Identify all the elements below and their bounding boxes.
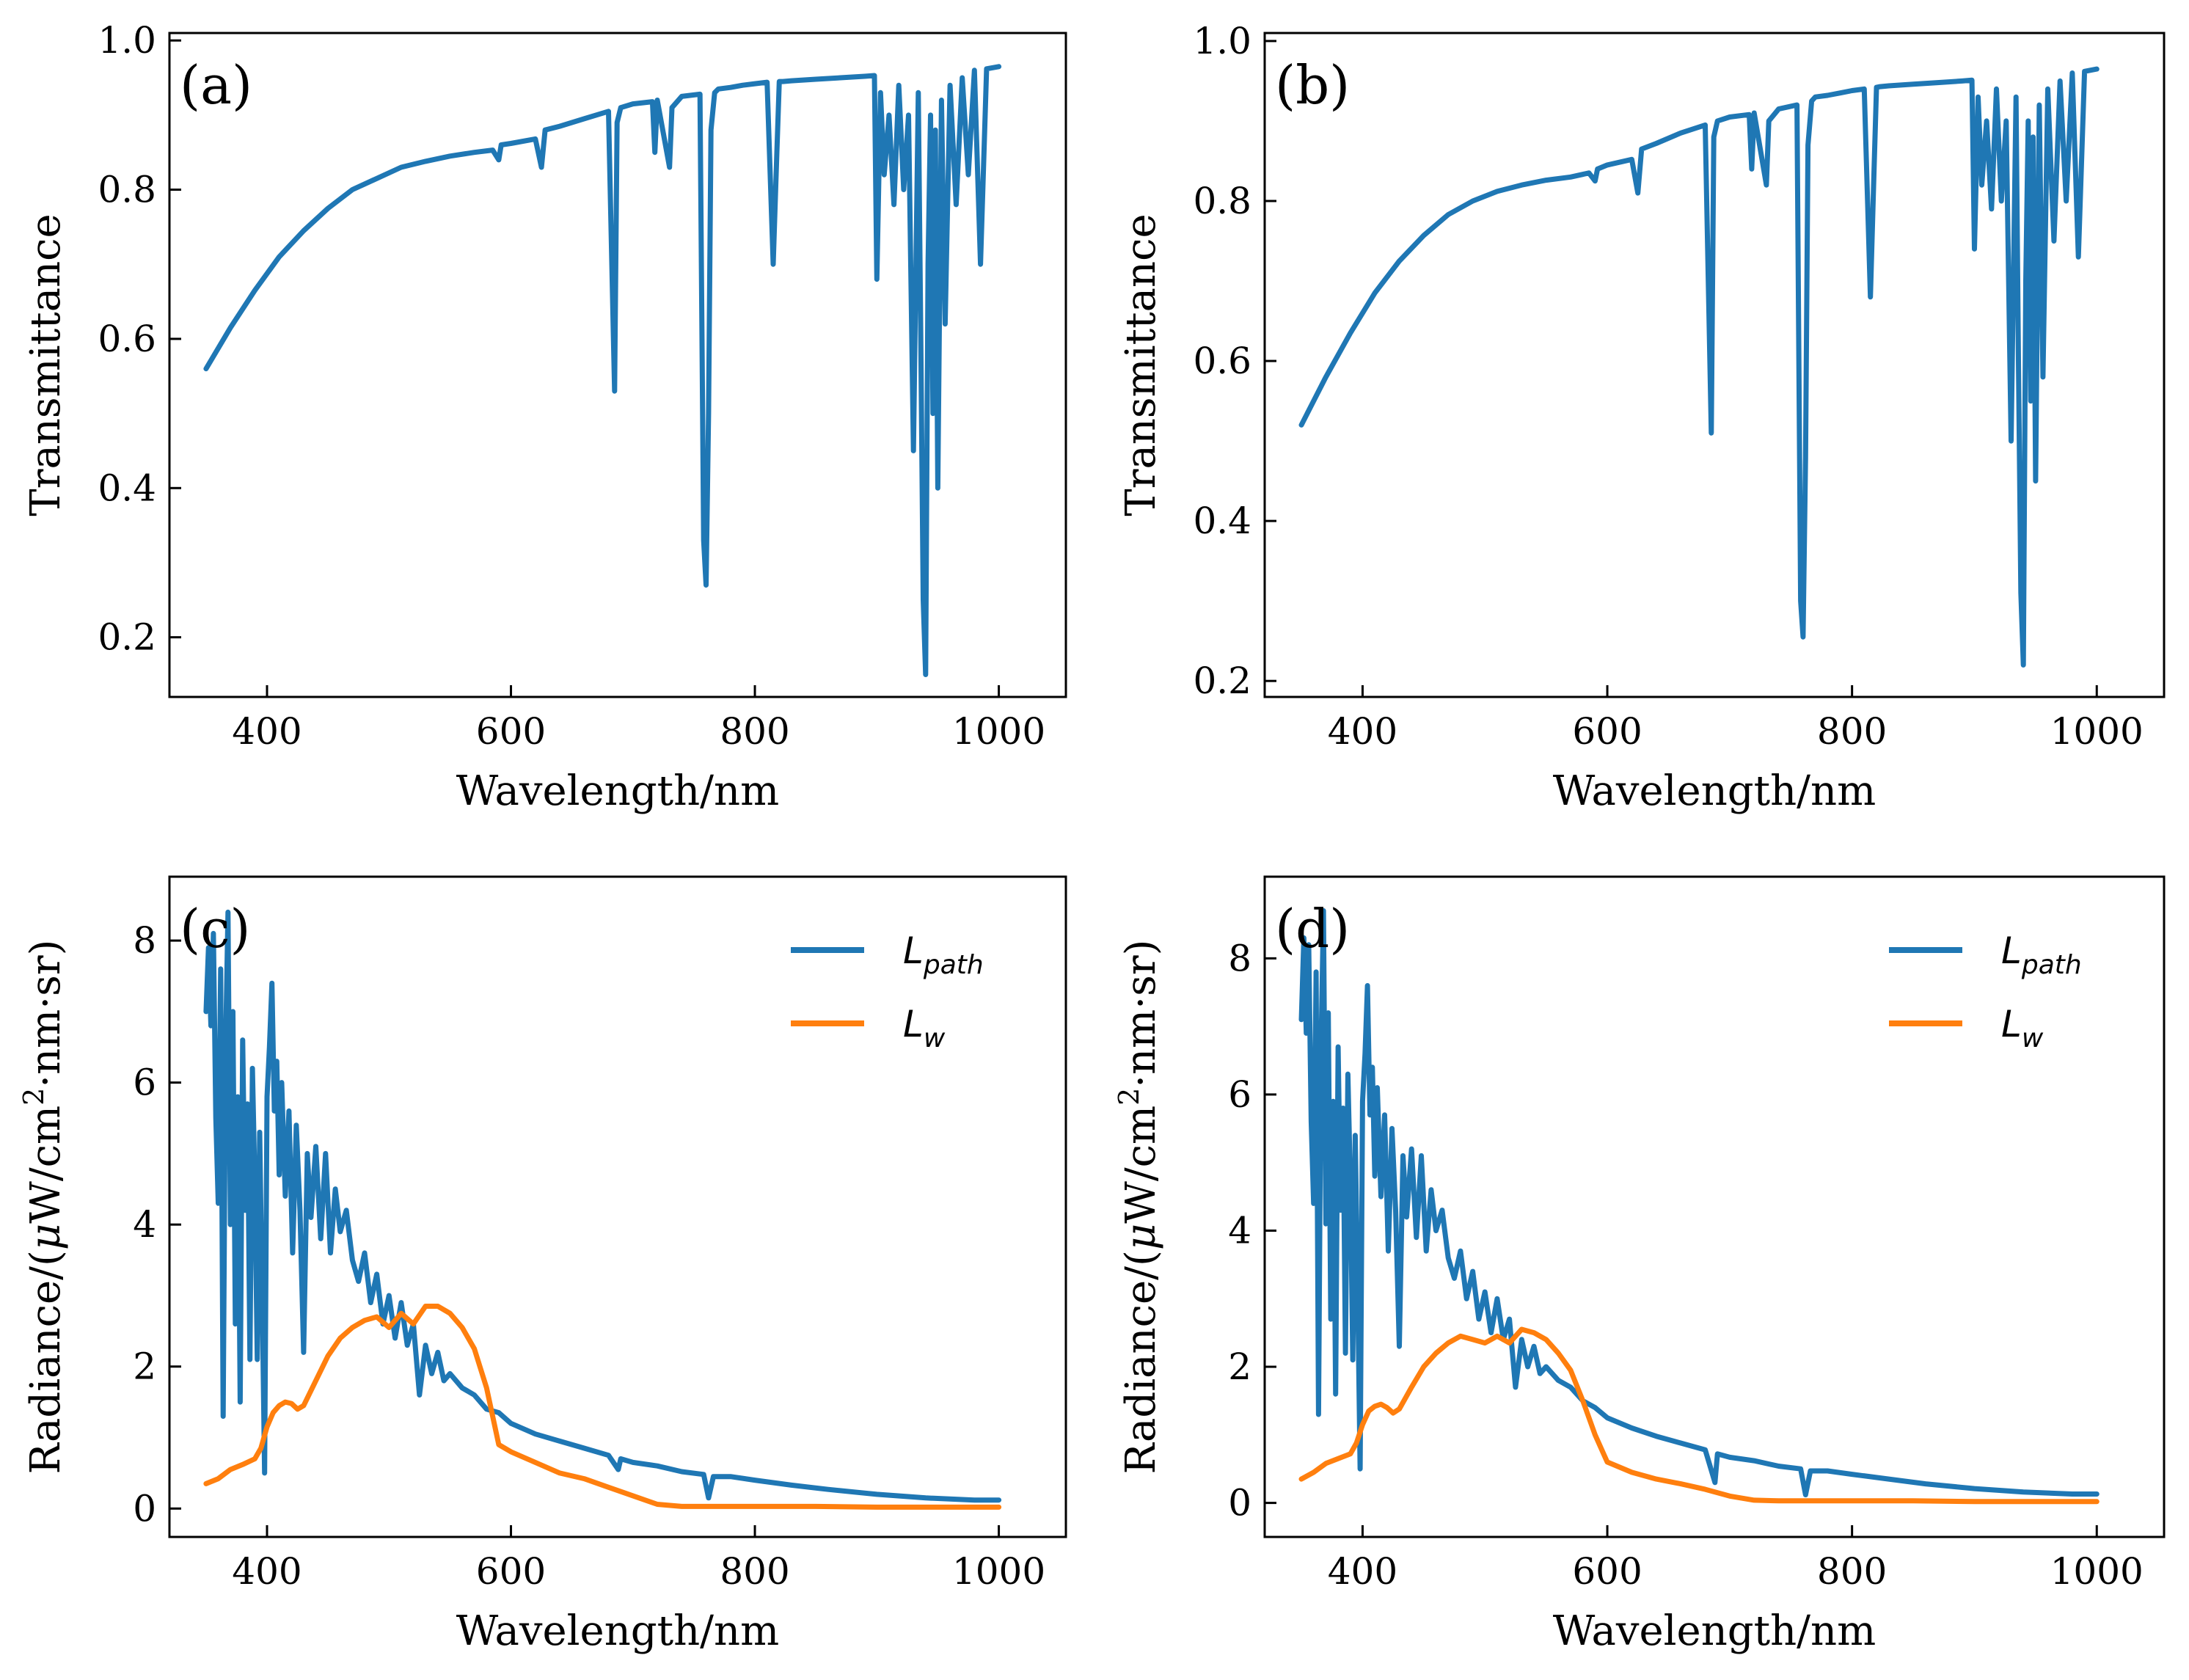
y-axis-title: Transmittance (1117, 213, 1165, 516)
x-tick-label: 600 (476, 1550, 546, 1593)
series-line-d-0 (1298, 907, 2100, 1497)
chart-panel-b: 400 600 800 1000 0.2 0.4 0.6 0.8 1.0 Wavelength/n… (1117, 20, 2166, 815)
x-tick-label: 1000 (2050, 710, 2144, 753)
series-line-c-0 (203, 909, 1002, 1503)
legend-label: Lw (2001, 1003, 2044, 1053)
x-tick-label: 800 (1817, 710, 1887, 753)
y-tick-label: 0.6 (98, 318, 156, 360)
y-tick-label: 0.4 (1193, 500, 1251, 542)
x-axis-title: Wavelength/nm (456, 1607, 779, 1655)
y-axis-title-superscript: 2 (1113, 1088, 1145, 1106)
axes-frame (168, 875, 1067, 1538)
y-tick-label: 0 (1228, 1482, 1251, 1524)
y-axis-title: Radiance/(μW/cm2·nm·sr) (1113, 940, 1165, 1475)
panel-label: (a) (180, 54, 252, 116)
x-tick-label: 800 (720, 1550, 789, 1593)
legend-label-subscript: w (924, 1023, 946, 1053)
x-tick-label: 400 (1328, 710, 1397, 753)
y-tick-label: 0.2 (98, 616, 156, 659)
x-tick-label: 1000 (952, 710, 1045, 753)
y-tick-label: 0.8 (1193, 180, 1251, 222)
y-axis-title: Transmittance (22, 213, 70, 516)
legend-label-main: L (903, 1003, 924, 1045)
x-axis-title: Wavelength/nm (1553, 767, 1876, 815)
y-tick-label: 0.2 (1193, 660, 1251, 702)
y-axis-title-part: ·nm·sr) (22, 940, 70, 1088)
legend-label-main: L (903, 930, 924, 972)
y-axis-title-part: Radiance/( (22, 1250, 70, 1474)
y-tick-label: 6 (1228, 1073, 1251, 1116)
y-axis-title-mu: μ (22, 1224, 70, 1250)
panel-label: (b) (1275, 54, 1350, 116)
y-tick-label: 8 (133, 919, 156, 962)
y-axis-title: Radiance/(μW/cm2·nm·sr) (18, 940, 70, 1475)
x-axis-title: Wavelength/nm (1553, 1607, 1876, 1655)
x-tick-label: 600 (1572, 710, 1642, 753)
chart-panel-a: 400 600 800 1000 0.2 0.4 0.6 0.8 1.0 Wavelength/n… (22, 19, 1067, 815)
y-axis-title-part: W/cm (22, 1106, 70, 1224)
y-tick-label: 0.6 (1193, 340, 1251, 382)
y-axis-title-superscript: 2 (18, 1088, 50, 1106)
y-tick-label: 8 (1228, 937, 1251, 979)
y-tick-label: 4 (133, 1203, 156, 1246)
x-tick-label: 800 (720, 710, 789, 753)
y-axis-title-part: ·nm·sr) (1117, 940, 1165, 1088)
legend-label-subscript: path (923, 950, 984, 980)
x-tick-label: 800 (1817, 1550, 1887, 1593)
panel-label: (d) (1275, 898, 1350, 960)
axes-frame (168, 32, 1067, 698)
x-tick-label: 400 (232, 1550, 302, 1593)
y-tick-label: 2 (133, 1345, 156, 1388)
series-line-d-1 (1298, 1326, 2100, 1505)
x-tick-label: 1000 (2050, 1550, 2144, 1593)
y-tick-label: 1.0 (98, 19, 156, 62)
series-line-c-1 (203, 1304, 1002, 1510)
legend-label-main: L (2001, 1003, 2022, 1045)
x-tick-label: 600 (476, 710, 546, 753)
x-axis-title: Wavelength/nm (456, 767, 779, 815)
y-tick-label: 4 (1228, 1209, 1251, 1252)
legend-label: Lw (903, 1003, 946, 1053)
y-axis-title-part: Radiance/( (1117, 1250, 1165, 1474)
legend-label-subscript: path (2021, 950, 2082, 980)
legend-label-subscript: w (2022, 1023, 2044, 1053)
axes-frame (1263, 875, 2166, 1538)
y-tick-label: 6 (133, 1062, 156, 1104)
x-tick-label: 600 (1572, 1550, 1642, 1593)
series-line-b-0 (1298, 66, 2100, 668)
axes-frame (1263, 32, 2166, 698)
x-tick-label: 400 (1328, 1550, 1397, 1593)
y-axis-title-part: W/cm (1117, 1106, 1165, 1224)
legend-label-main: L (2001, 930, 2022, 972)
legend-label: Lpath (2001, 930, 2082, 980)
y-tick-label: 1.0 (1193, 20, 1251, 62)
y-tick-label: 0.4 (98, 467, 156, 509)
x-tick-label: 400 (232, 710, 302, 753)
series-line-a-0 (203, 64, 1002, 677)
y-axis-title-mu: μ (1117, 1224, 1165, 1250)
y-tick-label: 2 (1228, 1345, 1251, 1388)
legend-label: Lpath (903, 930, 984, 980)
y-tick-label: 0 (133, 1487, 156, 1530)
x-tick-label: 1000 (952, 1550, 1045, 1593)
chart-panel-c: 400 600 800 1000 0 2 4 6 8 Wavelength/nm Radiance/… (18, 875, 1067, 1655)
panel-label: (c) (180, 898, 251, 960)
chart-panel-d: 400 600 800 1000 0 2 4 6 8 Wavelength/nm Radiance/… (1113, 875, 2166, 1655)
y-tick-label: 0.8 (98, 169, 156, 211)
